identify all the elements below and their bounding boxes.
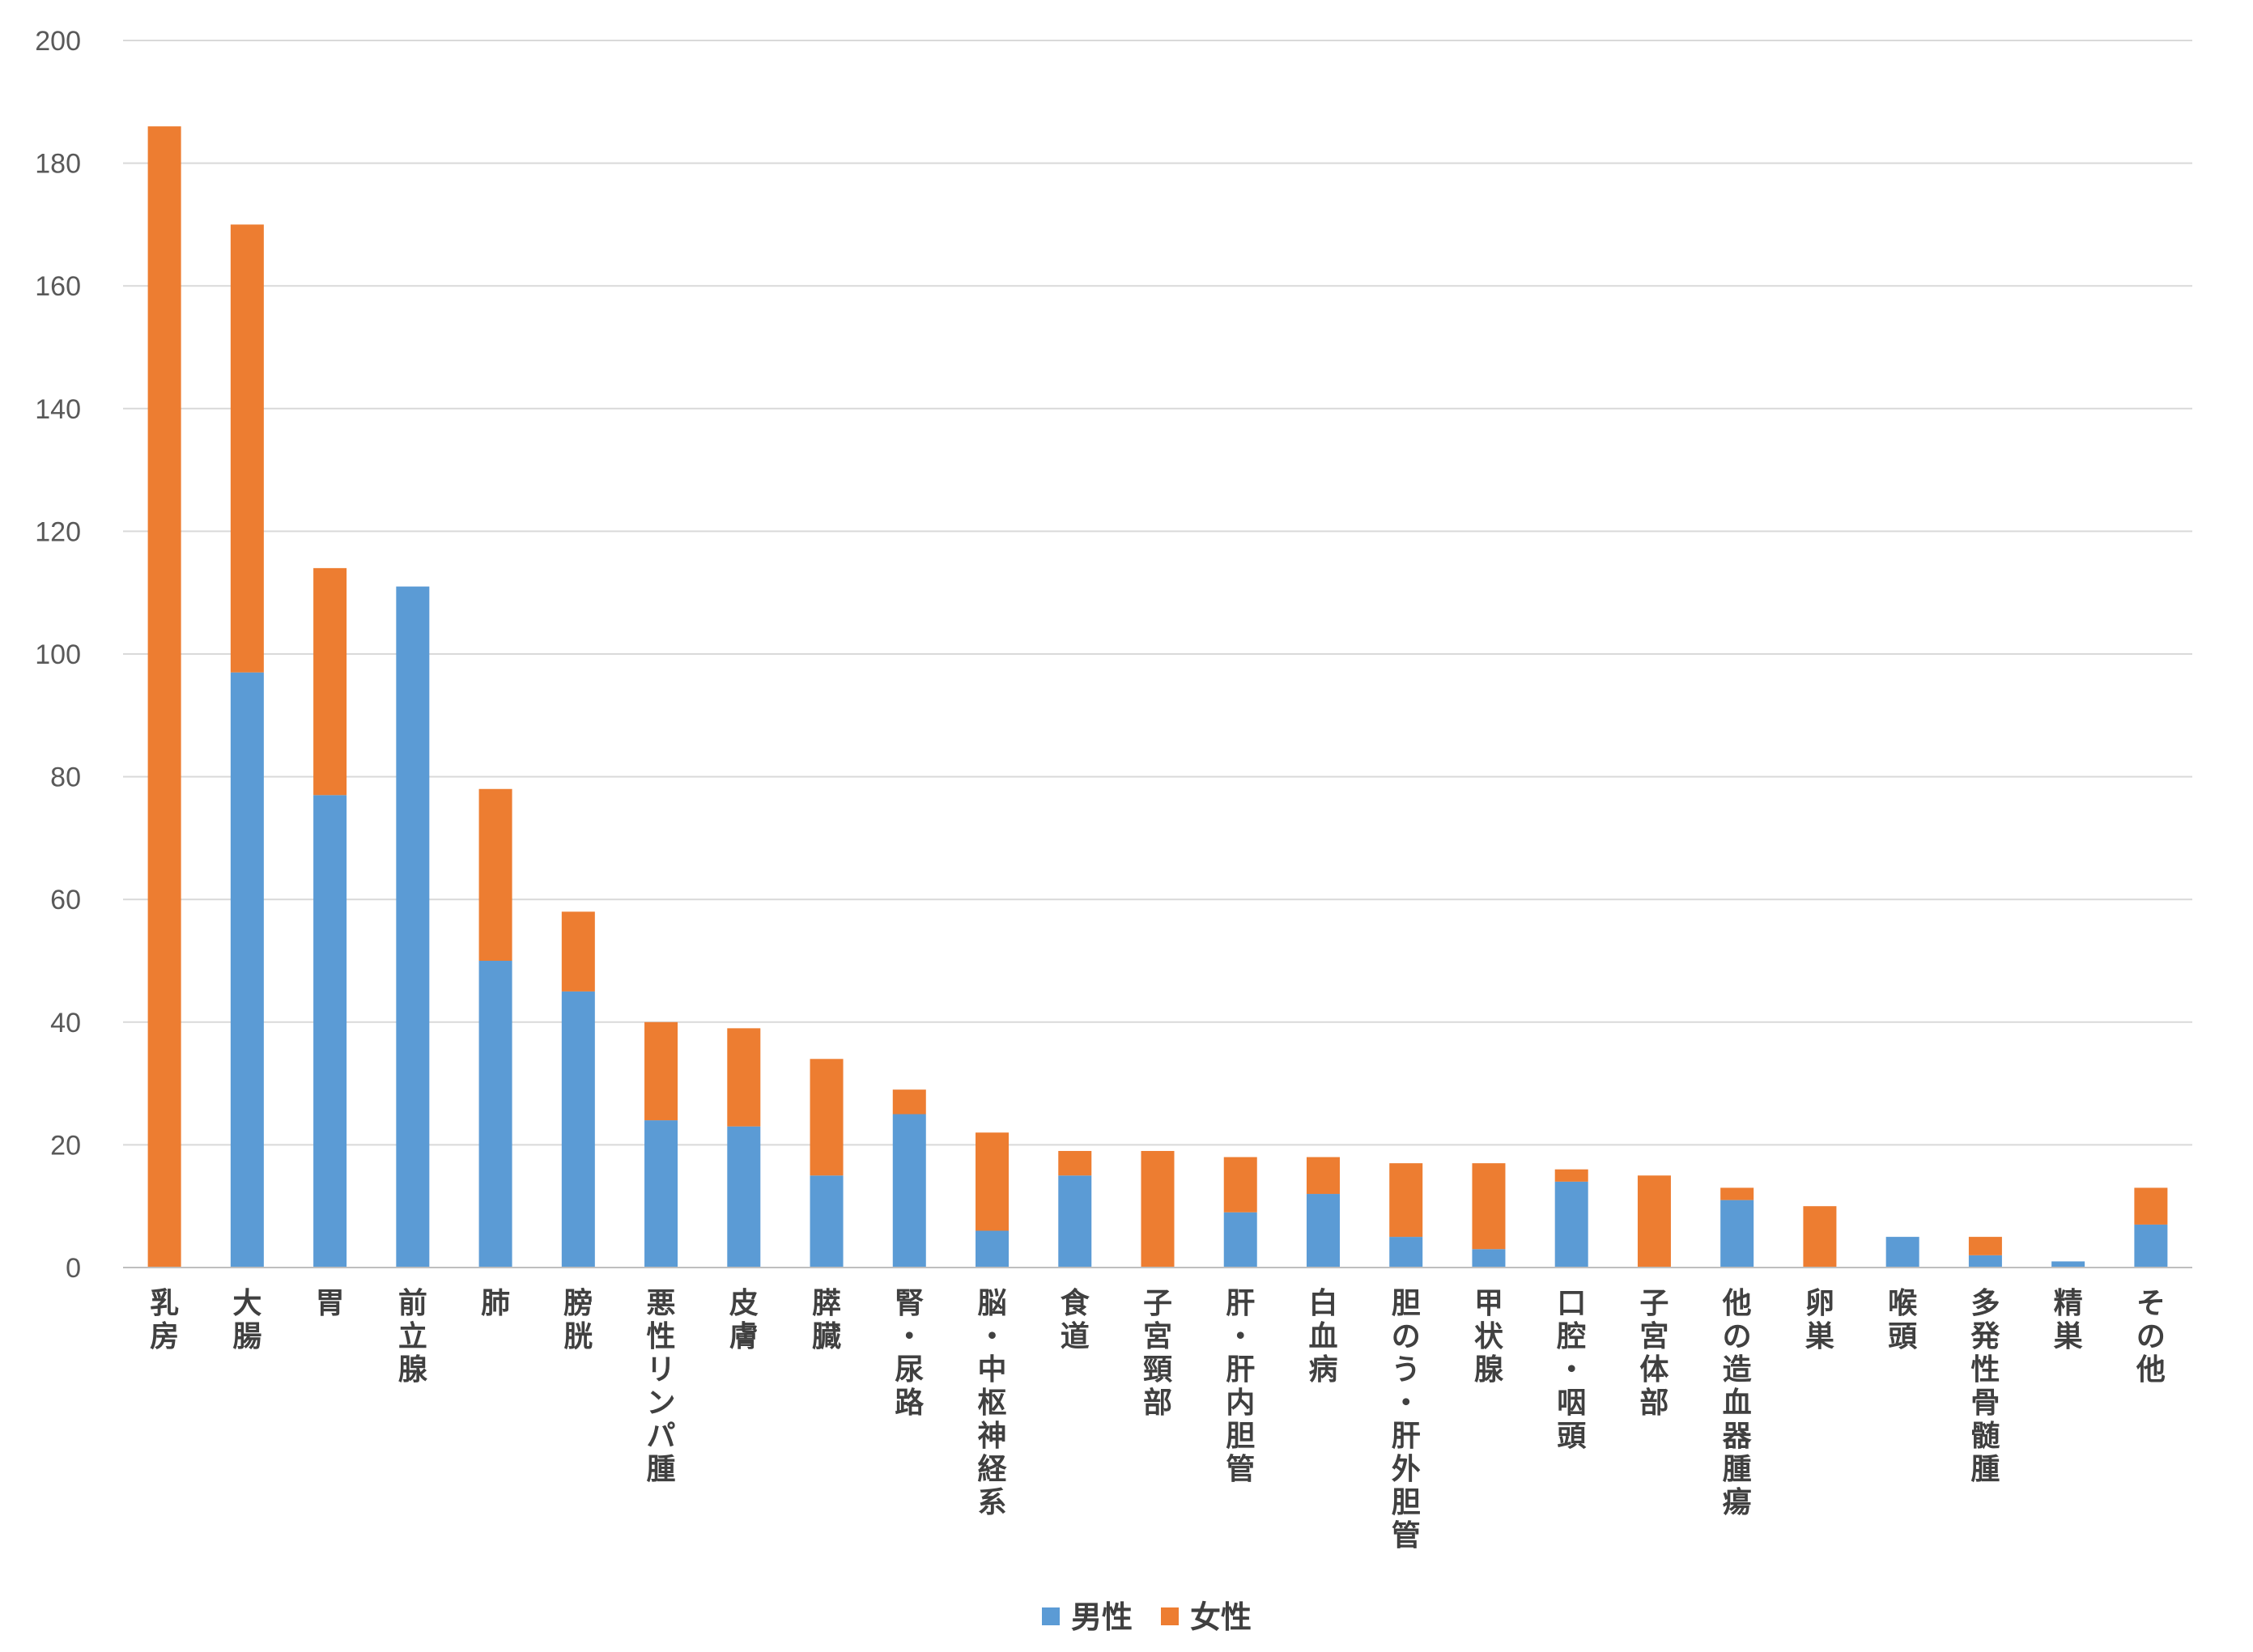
bar-segment-female xyxy=(1472,1163,1506,1250)
x-category-label: 精巣 xyxy=(2054,1287,2083,1353)
bar-segment-male xyxy=(1058,1175,1092,1268)
bar-segment-male xyxy=(892,1114,926,1268)
bar-segment-male xyxy=(727,1126,761,1268)
bar-segment-male xyxy=(976,1230,1010,1268)
x-category-label: 胃 xyxy=(316,1287,345,1320)
bar-segment-female xyxy=(561,911,595,992)
x-category-label: 卵巣 xyxy=(1805,1287,1834,1353)
x-category-label: 肺 xyxy=(481,1287,510,1320)
bar-segment-female xyxy=(810,1059,844,1176)
bar-segment-female xyxy=(478,788,512,961)
bar-segment-male xyxy=(313,795,347,1268)
x-category-label: 子宮体部 xyxy=(1639,1287,1668,1420)
y-tick-label: 140 xyxy=(35,394,81,425)
y-tick-label: 160 xyxy=(35,271,81,302)
x-category-label: 大腸 xyxy=(232,1287,261,1353)
x-category-label: 皮膚 xyxy=(729,1287,759,1353)
bar-segment-male xyxy=(810,1175,844,1268)
bar-segment-female xyxy=(230,224,264,673)
bar-segment-female xyxy=(727,1028,761,1127)
x-category-label: 子宮頸部 xyxy=(1143,1287,1172,1420)
bar-segment-male xyxy=(2134,1224,2168,1268)
bar-segment-female xyxy=(1554,1169,1588,1182)
bar-segment-male xyxy=(1720,1200,1754,1268)
bar-segment-female xyxy=(313,567,347,796)
bar-segment-male xyxy=(478,961,512,1268)
bar-segment-male xyxy=(1223,1212,1257,1268)
x-category-label: 食道 xyxy=(1061,1287,1090,1353)
x-category-label: 他の造血器腫瘍 xyxy=(1722,1287,1753,1519)
bar-segment-female xyxy=(1803,1206,1837,1268)
y-tick-label: 80 xyxy=(50,762,81,793)
bar-segment-female xyxy=(644,1021,678,1121)
bar-segment-female xyxy=(976,1132,1010,1231)
y-tick-label: 120 xyxy=(35,516,81,547)
bar-segment-female xyxy=(1720,1187,1754,1200)
y-tick-label: 0 xyxy=(66,1253,81,1284)
x-category-label: 口腔・咽頭 xyxy=(1556,1287,1587,1453)
x-category-label: 肝・肝内胆管 xyxy=(1226,1287,1255,1486)
x-category-label: 喉頭 xyxy=(1888,1287,1918,1353)
legend-label-female: 女性 xyxy=(1190,1599,1252,1635)
bar-segment-male xyxy=(1885,1237,1919,1268)
bar-segment-female xyxy=(1389,1163,1423,1238)
x-category-label: その他 xyxy=(2136,1287,2166,1387)
x-category-label: 脳・中枢神経系 xyxy=(978,1287,1008,1519)
bar-segment-female xyxy=(1223,1157,1257,1212)
bar-segment-male xyxy=(230,672,264,1268)
legend-label-male: 男性 xyxy=(1071,1599,1133,1635)
legend: 男性 女性 xyxy=(1042,1599,1252,1635)
bar-segment-male xyxy=(2051,1261,2085,1268)
bar-segment-male xyxy=(644,1120,678,1268)
y-tick-label: 20 xyxy=(50,1130,81,1161)
x-category-label: 甲状腺 xyxy=(1474,1287,1504,1387)
x-category-label: 悪性リンパ腫 xyxy=(647,1287,676,1486)
bar-segment-female xyxy=(1141,1150,1175,1268)
y-tick-label: 200 xyxy=(35,26,81,57)
x-category-label: 白血病 xyxy=(1308,1287,1337,1387)
y-tick-label: 40 xyxy=(50,1008,81,1038)
bar-segment-male xyxy=(1306,1194,1340,1268)
bar-segment-male xyxy=(396,586,430,1268)
bars xyxy=(147,126,2168,1268)
bar-segment-female xyxy=(1058,1150,1092,1176)
x-category-label: 膵臓 xyxy=(812,1287,841,1353)
legend-swatch-male xyxy=(1042,1607,1060,1625)
bar-segment-female xyxy=(2134,1187,2168,1225)
bar-segment-male xyxy=(561,991,595,1268)
x-category-label: 腎・尿路 xyxy=(895,1287,925,1420)
bar-segment-male xyxy=(1472,1249,1506,1268)
bar-segment-male xyxy=(1554,1181,1588,1268)
bar-segment-female xyxy=(1968,1237,2002,1255)
bar-segment-male xyxy=(1389,1237,1423,1268)
bar-segment-female xyxy=(1637,1175,1671,1268)
x-category-label: 胆のう・肝外胆管 xyxy=(1392,1287,1421,1552)
y-tick-label: 100 xyxy=(35,639,81,670)
x-category-label: 膀胱 xyxy=(563,1287,593,1353)
y-tick-label: 60 xyxy=(50,885,81,915)
x-category-label: 乳房 xyxy=(150,1287,179,1353)
x-category-label: 前立腺 xyxy=(398,1287,428,1387)
bar-segment-female xyxy=(892,1089,926,1115)
legend-swatch-female xyxy=(1161,1607,1179,1625)
gridlines xyxy=(123,40,2192,1146)
bar-segment-male xyxy=(1968,1255,2002,1268)
bar-segment-female xyxy=(147,126,181,1268)
y-axis-ticks: 0 20 40 60 80 100 120 140 160 180 200 xyxy=(35,26,81,1284)
bar-segment-female xyxy=(1306,1157,1340,1195)
x-category-label: 多発性骨髄腫 xyxy=(1970,1287,2000,1486)
y-tick-label: 180 xyxy=(35,149,81,180)
